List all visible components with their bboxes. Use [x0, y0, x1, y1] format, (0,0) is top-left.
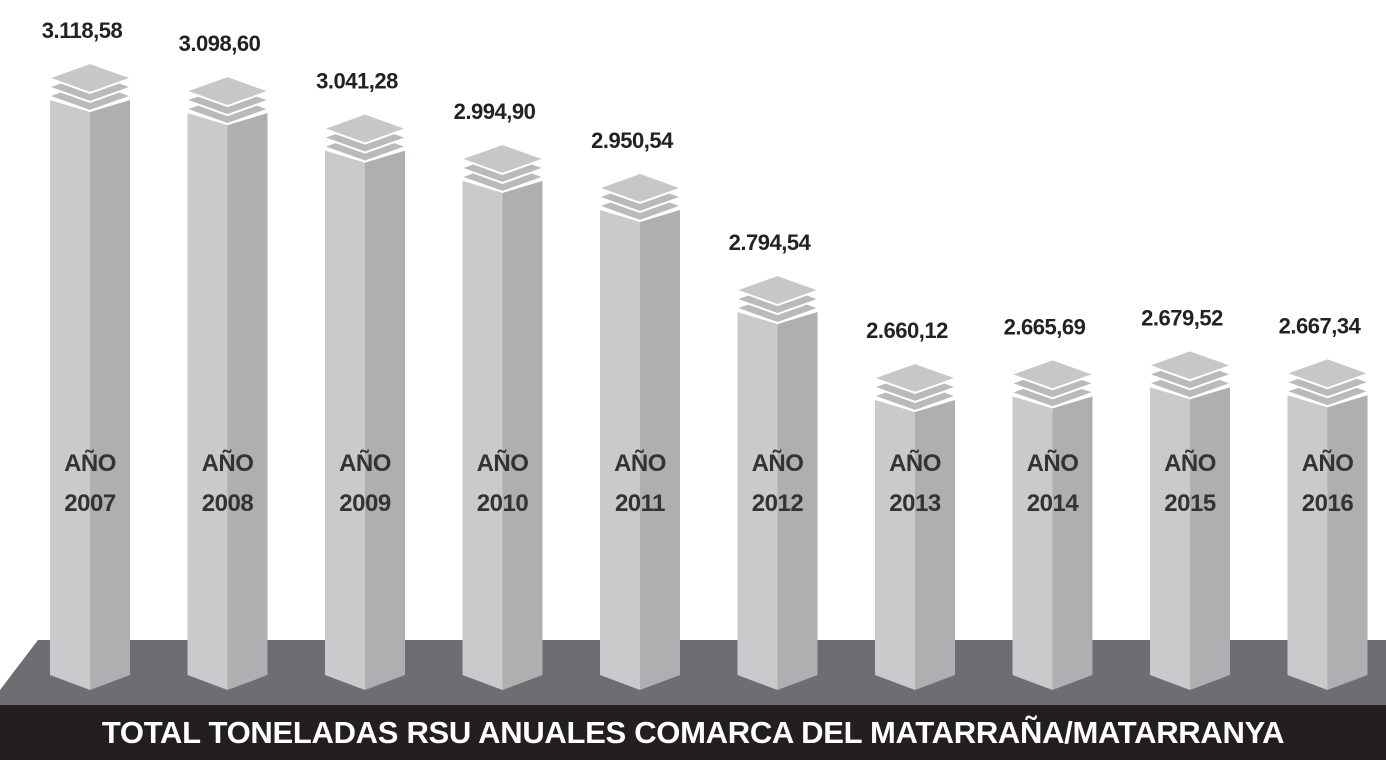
- bar: [1145, 349, 1235, 690]
- bar-cap: [870, 361, 960, 395]
- bar-right-face: [1327, 395, 1368, 690]
- category-label: AÑO 2013: [889, 450, 941, 517]
- bar-cap: [1007, 358, 1098, 391]
- bar-right-face: [777, 312, 818, 690]
- bar-cap: [182, 75, 273, 108]
- category-label: AÑO 2011: [614, 450, 666, 517]
- bar-cap: [45, 61, 135, 95]
- bar-cap: [320, 112, 410, 145]
- category-label: AÑO 2009: [339, 450, 391, 517]
- value-label: 2.994,90: [454, 99, 536, 124]
- value-label: 3.041,28: [316, 69, 398, 94]
- bar-left-face: [1012, 396, 1053, 690]
- bar-left-face: [462, 180, 503, 690]
- bar: [182, 75, 273, 690]
- chart-title: TOTAL TONELADAS RSU ANUALES COMARCA DEL …: [101, 715, 1285, 750]
- value-label: 2.679,52: [1141, 305, 1223, 330]
- category-label: AÑO 2007: [64, 450, 116, 517]
- value-label: 3.098,60: [179, 31, 261, 56]
- bar-right-face: [1052, 396, 1093, 690]
- bar: [320, 112, 410, 690]
- bar-right-face: [502, 180, 543, 690]
- bar-cap: [1282, 357, 1373, 390]
- bar: [45, 61, 135, 690]
- category-label: AÑO 2008: [201, 450, 254, 517]
- value-label: 3.118,58: [42, 18, 123, 43]
- bar-left-face: [50, 100, 90, 690]
- bar: [870, 361, 960, 690]
- bar: [457, 142, 548, 690]
- bar-left-face: [875, 400, 915, 690]
- bar: [732, 273, 823, 690]
- bar-cap: [732, 273, 823, 307]
- bar-left-face: [1287, 395, 1328, 690]
- bar-left-face: [325, 150, 365, 690]
- bar: [1007, 358, 1098, 690]
- category-label: AÑO 2016: [1301, 450, 1354, 517]
- bar-cap: [1145, 349, 1235, 382]
- bar-left-face: [187, 113, 228, 690]
- bar-right-face: [90, 100, 130, 690]
- bar-cap: [457, 142, 548, 175]
- category-label: AÑO 2014: [1026, 450, 1079, 517]
- bar-left-face: [737, 312, 778, 690]
- title-band: [0, 705, 1386, 760]
- bar: [595, 171, 685, 691]
- category-label: AÑO 2010: [476, 450, 529, 517]
- value-label: 2.667,34: [1279, 313, 1362, 338]
- value-label: 2.665,69: [1004, 314, 1086, 339]
- bar: [1282, 357, 1373, 690]
- bar-right-face: [365, 150, 405, 690]
- value-label: 2.794,54: [729, 230, 812, 255]
- bar-right-face: [640, 209, 680, 691]
- bar-cap: [595, 171, 685, 205]
- bar-right-face: [915, 400, 955, 690]
- category-label: AÑO 2015: [1164, 450, 1216, 517]
- bar-left-face: [1150, 387, 1190, 690]
- bar-right-face: [227, 113, 268, 690]
- value-label: 2.950,54: [591, 128, 674, 153]
- bar-left-face: [600, 209, 640, 691]
- value-label: 2.660,12: [866, 318, 948, 343]
- bar-right-face: [1190, 387, 1230, 690]
- category-label: AÑO 2012: [751, 450, 804, 517]
